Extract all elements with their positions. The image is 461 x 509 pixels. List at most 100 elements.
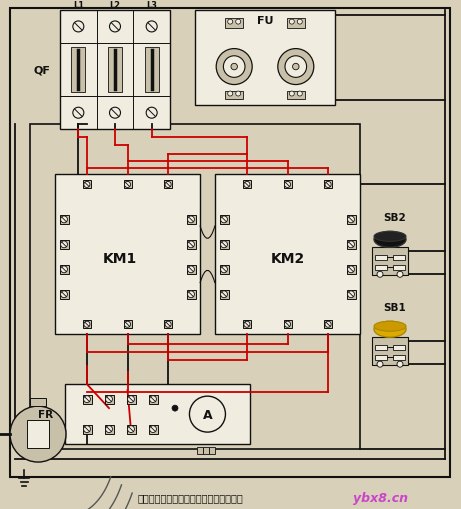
Circle shape (149, 396, 156, 403)
Circle shape (290, 20, 294, 25)
Bar (209, 447, 215, 454)
Circle shape (278, 49, 314, 86)
Bar (284, 321, 291, 329)
Bar (55, 175, 200, 334)
Circle shape (172, 405, 178, 411)
Circle shape (83, 426, 90, 433)
Circle shape (188, 266, 195, 273)
Bar (215, 175, 360, 334)
Bar (225, 19, 243, 29)
Circle shape (124, 322, 130, 328)
Circle shape (124, 182, 130, 188)
Circle shape (110, 22, 120, 33)
Text: L1: L1 (73, 1, 84, 10)
Circle shape (128, 426, 135, 433)
Bar (126, 395, 136, 404)
Bar (219, 265, 229, 274)
Bar (195, 11, 335, 105)
Ellipse shape (374, 232, 406, 248)
Bar (219, 290, 229, 299)
Bar (372, 248, 408, 276)
Text: SB2: SB2 (384, 213, 407, 223)
Text: L3: L3 (146, 1, 157, 10)
Circle shape (397, 272, 403, 278)
Bar (393, 355, 405, 360)
Bar (108, 48, 122, 93)
Bar (30, 399, 46, 406)
Bar (59, 240, 69, 249)
Bar (347, 240, 355, 249)
Bar (83, 321, 91, 329)
Circle shape (377, 272, 383, 278)
Circle shape (84, 182, 90, 188)
Circle shape (244, 322, 250, 328)
Circle shape (325, 182, 331, 188)
Circle shape (297, 20, 302, 25)
Circle shape (244, 182, 250, 188)
Circle shape (220, 291, 227, 298)
Bar (59, 290, 69, 299)
Circle shape (83, 396, 90, 403)
Circle shape (348, 241, 355, 248)
Circle shape (231, 64, 237, 71)
Circle shape (216, 49, 252, 86)
Text: ybx8.cn: ybx8.cn (353, 491, 408, 503)
Circle shape (73, 22, 84, 33)
Bar (27, 420, 49, 448)
Bar (372, 337, 408, 365)
Circle shape (128, 396, 135, 403)
Circle shape (110, 108, 120, 119)
Text: KM1: KM1 (103, 251, 137, 265)
Circle shape (284, 182, 290, 188)
Text: L2: L2 (109, 1, 121, 10)
Bar (105, 425, 113, 434)
Circle shape (73, 108, 84, 119)
Circle shape (188, 216, 195, 223)
Circle shape (149, 426, 156, 433)
Text: 电动机正、反向点动控制电路接线示意图: 电动机正、反向点动控制电路接线示意图 (137, 492, 243, 502)
Bar (164, 181, 172, 189)
Bar (219, 240, 229, 249)
Circle shape (348, 216, 355, 223)
Bar (59, 265, 69, 274)
Bar (324, 181, 332, 189)
Bar (287, 91, 305, 99)
Circle shape (60, 291, 67, 298)
Circle shape (220, 266, 227, 273)
Text: KM2: KM2 (270, 251, 305, 265)
Circle shape (348, 291, 355, 298)
Circle shape (228, 20, 233, 25)
Bar (393, 346, 405, 351)
Circle shape (236, 92, 241, 97)
Bar (375, 266, 387, 271)
Circle shape (285, 56, 307, 78)
Bar (225, 91, 243, 99)
Ellipse shape (374, 322, 406, 337)
Bar (187, 215, 195, 224)
Circle shape (224, 56, 245, 78)
Circle shape (293, 64, 299, 71)
Bar (347, 265, 355, 274)
Circle shape (348, 266, 355, 273)
Circle shape (60, 216, 67, 223)
Circle shape (188, 241, 195, 248)
Ellipse shape (374, 232, 406, 242)
Circle shape (297, 92, 302, 97)
Bar (287, 19, 305, 29)
Bar (105, 395, 113, 404)
Circle shape (60, 241, 67, 248)
Circle shape (377, 361, 383, 367)
Bar (203, 447, 209, 454)
Circle shape (146, 22, 157, 33)
Bar (164, 321, 172, 329)
Circle shape (189, 397, 225, 432)
Circle shape (220, 216, 227, 223)
Circle shape (228, 92, 233, 97)
Circle shape (284, 322, 290, 328)
Circle shape (106, 396, 112, 403)
Bar (126, 425, 136, 434)
Bar (59, 215, 69, 224)
Circle shape (397, 361, 403, 367)
Text: A: A (203, 408, 212, 421)
Circle shape (10, 406, 66, 462)
